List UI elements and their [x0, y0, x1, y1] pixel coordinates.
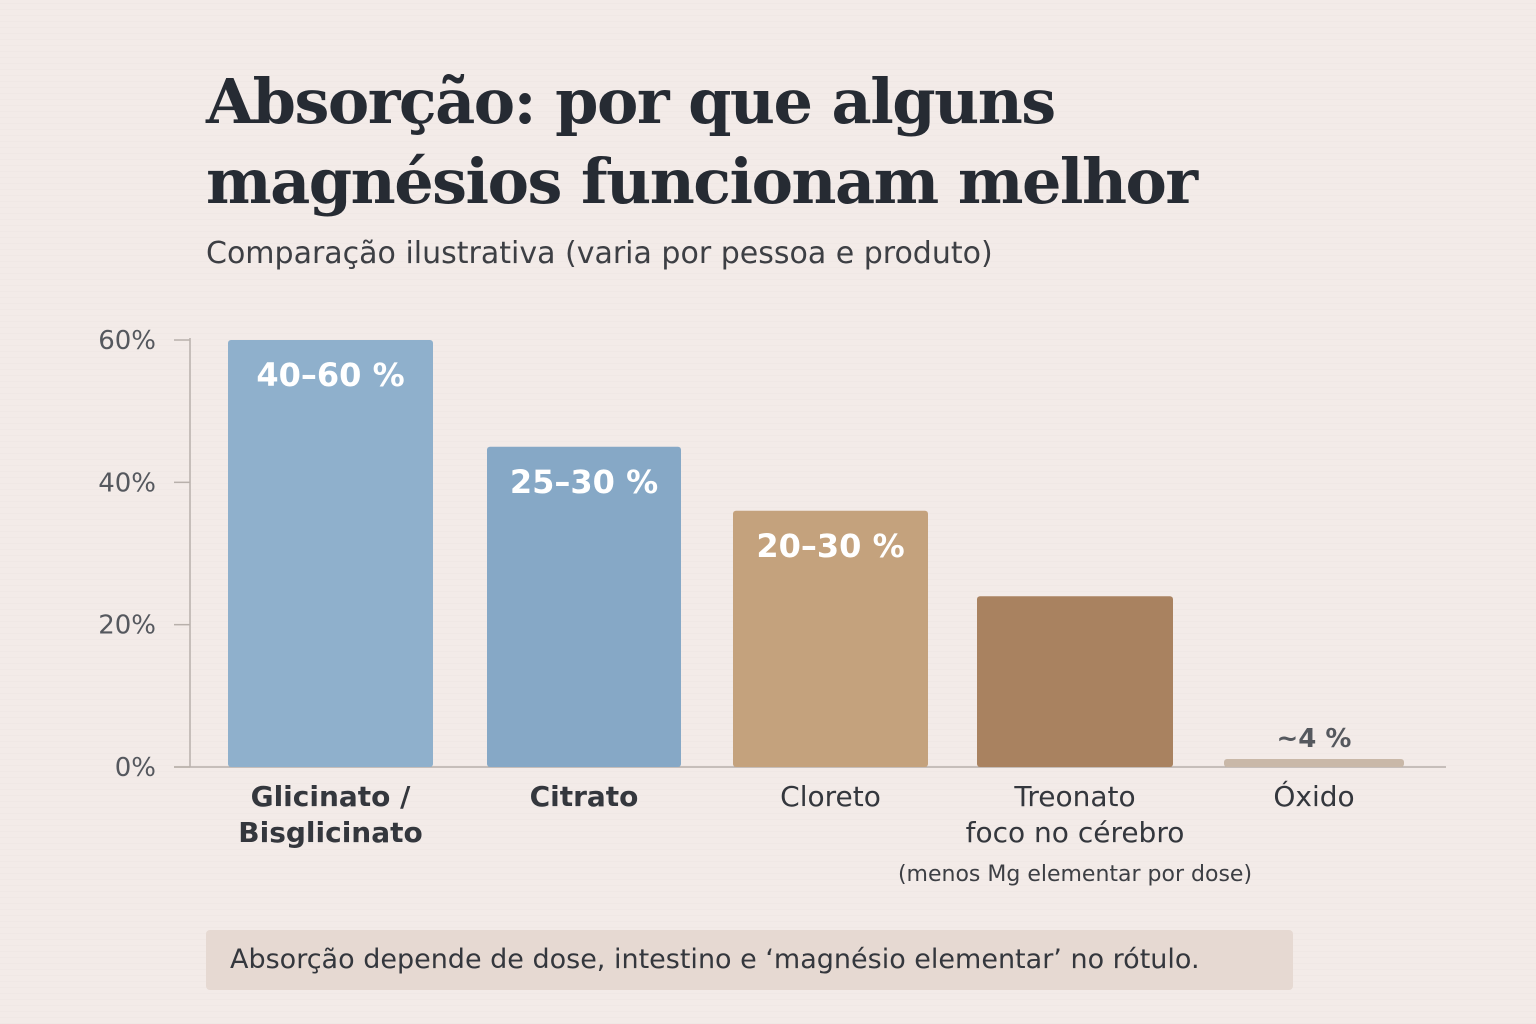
data-label: 40–60 %: [256, 356, 404, 394]
y-tick-label: 40%: [98, 468, 156, 498]
x-tick-label: Óxido: [1273, 779, 1354, 813]
x-tick-label: Citrato: [530, 780, 639, 813]
x-tick-note: (menos Mg elementar por dose): [898, 862, 1252, 887]
bar: [487, 446, 681, 767]
x-tick-label: Glicinato /: [251, 780, 412, 813]
data-label: 25–30 %: [510, 463, 658, 501]
bar: [228, 340, 433, 767]
chart-bars: [228, 340, 1404, 767]
y-tick-label: 60%: [98, 326, 156, 356]
x-tick-label: Bisglicinato: [238, 816, 423, 849]
bar: [733, 510, 928, 767]
bar: [1224, 759, 1404, 767]
y-tick-label: 20%: [98, 611, 156, 641]
data-label: 20–30 %: [756, 527, 904, 565]
chart-subtitle: Comparação ilustrativa (varia por pessoa…: [206, 236, 993, 271]
bar: [977, 596, 1173, 767]
data-label: ~4 %: [1277, 724, 1352, 754]
x-tick-label: Treonato: [1013, 780, 1135, 813]
chart-title: Absorção: por que alguns magnésios funci…: [206, 65, 1198, 218]
x-tick-label: Cloreto: [780, 780, 881, 813]
chart-labels: 40–60 % Glicinato /Bisglicinato 25–30 % Cit…: [238, 356, 1354, 887]
x-tick-label: foco no cérebro: [966, 816, 1185, 849]
footnote: Absorção depende de dose, intestino e ‘m…: [206, 930, 1293, 990]
y-tick-label: 0%: [115, 753, 156, 783]
